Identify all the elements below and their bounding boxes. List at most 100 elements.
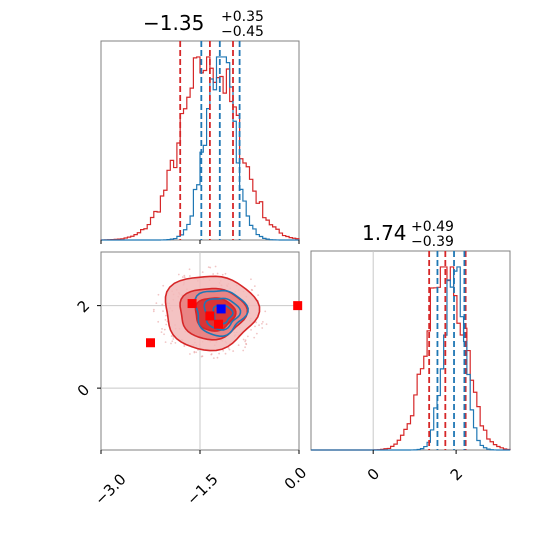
sample-point xyxy=(155,302,158,305)
sample-point xyxy=(193,351,196,354)
sample-point xyxy=(162,310,164,313)
sample-point xyxy=(261,320,264,323)
hist-0-title-sub: −0.45 xyxy=(221,24,264,40)
x-tick-label: −3.0 xyxy=(91,470,129,508)
sample-point xyxy=(242,338,245,341)
sample-point xyxy=(170,335,173,337)
sample-point xyxy=(207,266,210,269)
sample-point xyxy=(255,321,258,324)
blue-marker xyxy=(216,304,226,314)
sample-point xyxy=(246,335,249,338)
sample-point xyxy=(244,346,247,349)
sample-point xyxy=(152,310,155,313)
red-marker xyxy=(213,319,223,329)
sample-point xyxy=(250,278,252,281)
sample-point xyxy=(232,350,235,352)
sample-point xyxy=(237,344,240,347)
sample-point xyxy=(183,276,186,279)
hist-series-1 xyxy=(101,56,299,241)
sample-point xyxy=(212,357,215,360)
sample-point xyxy=(163,328,166,331)
red-marker xyxy=(146,338,155,348)
sample-point xyxy=(165,314,167,317)
sample-point xyxy=(164,341,167,344)
sample-point xyxy=(165,323,168,326)
red-marker xyxy=(205,311,215,321)
red-marker xyxy=(187,299,197,309)
sample-point xyxy=(174,341,177,344)
sample-point xyxy=(251,289,254,292)
sample-point xyxy=(261,327,264,329)
hist-0-title-sup: +0.35 xyxy=(221,9,264,25)
panel-hist-param0 xyxy=(100,40,300,244)
hist-1-title-sub: −0.39 xyxy=(411,234,454,250)
sample-point xyxy=(258,324,260,327)
sample-point xyxy=(177,273,180,276)
sample-point xyxy=(161,328,163,330)
sample-point xyxy=(157,293,160,296)
x-tick-label: −1.5 xyxy=(183,470,221,508)
sample-point xyxy=(227,347,230,349)
sample-point xyxy=(170,342,172,345)
sample-point xyxy=(183,345,186,348)
sample-point xyxy=(188,275,191,277)
sample-point xyxy=(250,328,252,331)
sample-point xyxy=(161,303,164,306)
sample-point xyxy=(172,338,175,340)
sample-point xyxy=(188,268,191,271)
hist-1-title: 1.74 xyxy=(362,221,407,245)
sample-point xyxy=(181,276,184,278)
sample-point xyxy=(212,273,215,275)
y-tick-label: 2 xyxy=(74,297,93,316)
hist-0-title-main: −1.35 xyxy=(143,11,204,35)
sample-point xyxy=(260,322,263,325)
sample-point xyxy=(200,355,203,358)
sample-point xyxy=(264,310,267,313)
sample-point xyxy=(224,352,227,355)
sample-point xyxy=(216,356,219,359)
sample-point xyxy=(244,339,247,342)
hist-series-0 xyxy=(311,266,511,451)
sample-point xyxy=(160,331,163,334)
sample-point xyxy=(163,333,165,336)
sample-point xyxy=(218,352,220,355)
sample-point xyxy=(245,343,248,346)
y-tick-label: 0 xyxy=(74,381,93,400)
sample-point xyxy=(214,265,217,268)
sample-point xyxy=(265,323,268,326)
blue-contour xyxy=(194,289,249,337)
sample-point xyxy=(216,272,219,275)
hist-1-title-sup: +0.49 xyxy=(411,219,454,235)
sample-point xyxy=(171,340,174,343)
sample-point xyxy=(195,351,198,354)
sample-point xyxy=(210,353,213,356)
panel-contour xyxy=(97,251,303,454)
sample-point xyxy=(255,332,258,335)
x-tick-label: 0.0 xyxy=(281,464,311,494)
sample-point xyxy=(228,348,231,351)
sample-point xyxy=(257,294,260,297)
sample-point xyxy=(254,325,256,328)
x-tick-label: 0 xyxy=(364,465,383,484)
sample-point xyxy=(183,274,186,277)
sample-point xyxy=(224,272,227,275)
sample-point xyxy=(253,336,256,339)
sample-point xyxy=(222,349,225,352)
panel-hist-param1 xyxy=(310,250,511,454)
hist-1-title-main: 1.74 xyxy=(362,221,407,245)
hist-0-title: −1.35 xyxy=(143,11,204,35)
sample-point xyxy=(157,320,160,323)
sample-point xyxy=(242,349,245,352)
sample-point xyxy=(201,271,204,274)
sample-point xyxy=(152,308,155,311)
sample-point xyxy=(162,284,165,287)
hist-series-0 xyxy=(100,56,300,241)
hist-series-1 xyxy=(311,266,510,451)
sample-point xyxy=(209,266,212,269)
sample-point xyxy=(164,318,167,321)
x-tick-label: 2 xyxy=(447,465,466,484)
sample-point xyxy=(189,353,191,355)
red-marker xyxy=(293,301,303,311)
sample-point xyxy=(221,273,224,276)
